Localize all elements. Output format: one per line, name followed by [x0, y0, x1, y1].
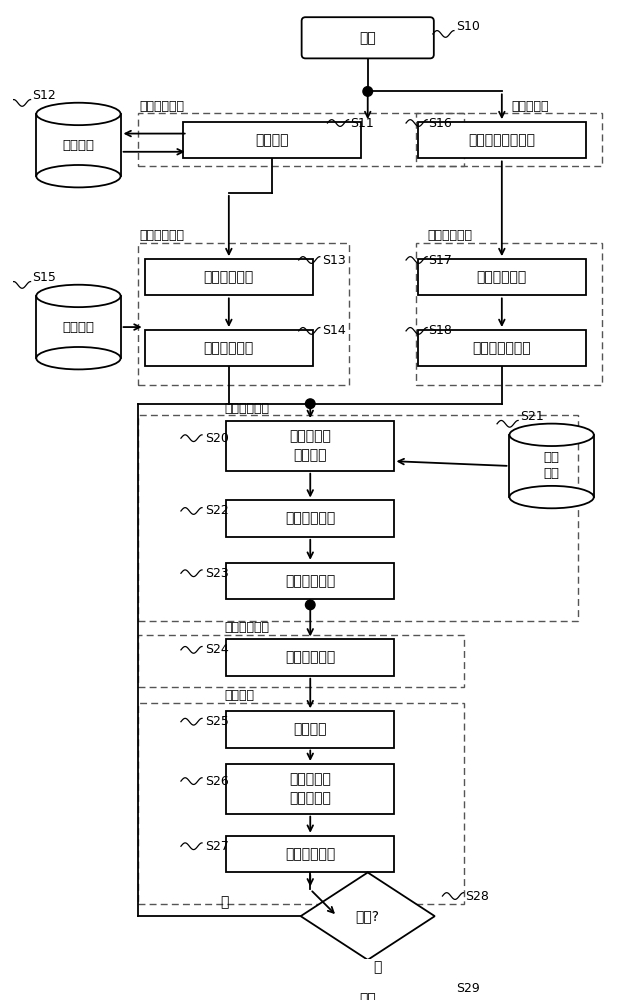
Ellipse shape [36, 165, 121, 187]
FancyBboxPatch shape [301, 979, 434, 1000]
Text: S23: S23 [205, 567, 229, 580]
Text: 生成虚拟对象: 生成虚拟对象 [285, 512, 336, 526]
Circle shape [305, 399, 315, 408]
Text: 虚拟对象处理: 虚拟对象处理 [224, 402, 269, 415]
Text: S20: S20 [205, 432, 229, 445]
FancyBboxPatch shape [226, 421, 394, 471]
Text: 摄像头拍摄、测距: 摄像头拍摄、测距 [468, 133, 535, 147]
Bar [138, 635, 463, 687]
FancyBboxPatch shape [226, 836, 394, 872]
Text: S10: S10 [456, 20, 480, 33]
FancyBboxPatch shape [301, 17, 434, 58]
Text: S25: S25 [205, 715, 229, 728]
FancyBboxPatch shape [226, 639, 394, 676]
Text: S11: S11 [351, 117, 374, 130]
Text: 检测位置: 检测位置 [255, 133, 289, 147]
FancyBboxPatch shape [418, 259, 586, 295]
FancyBboxPatch shape [145, 330, 313, 366]
Text: S26: S26 [205, 775, 229, 788]
Text: 提取现实对象: 提取现实对象 [477, 270, 527, 284]
Text: S29: S29 [456, 982, 480, 995]
Bar [138, 703, 463, 904]
Bar [138, 243, 349, 385]
Polygon shape [301, 872, 435, 960]
Text: 结束: 结束 [360, 993, 376, 1000]
Bar [138, 113, 463, 166]
Text: 生成路线对象: 生成路线对象 [285, 651, 336, 665]
Ellipse shape [36, 347, 121, 369]
Bar [416, 113, 602, 166]
Ellipse shape [509, 424, 594, 446]
Text: S18: S18 [428, 324, 452, 337]
Text: 结束?: 结束? [356, 909, 380, 923]
Text: 投影显示图像: 投影显示图像 [285, 847, 336, 861]
Text: 步伐
数据: 步伐 数据 [544, 451, 560, 480]
Text: S28: S28 [465, 890, 489, 903]
Text: 变更不可见
部分的颜色: 变更不可见 部分的颜色 [289, 773, 331, 805]
Text: 是: 是 [374, 960, 382, 974]
Text: 路线数据: 路线数据 [63, 321, 94, 334]
Text: S14: S14 [322, 324, 346, 337]
Circle shape [305, 600, 315, 610]
Text: 与距离数据关联: 与距离数据关联 [473, 341, 531, 355]
Text: S12: S12 [32, 89, 56, 102]
FancyBboxPatch shape [418, 122, 586, 158]
FancyBboxPatch shape [226, 563, 394, 599]
Text: 摄像头处理: 摄像头处理 [511, 100, 549, 113]
Text: S16: S16 [428, 117, 452, 130]
Text: S24: S24 [205, 643, 229, 656]
Text: S27: S27 [205, 840, 229, 853]
Text: S21: S21 [520, 410, 544, 423]
FancyBboxPatch shape [418, 330, 586, 366]
Text: 开始: 开始 [360, 31, 376, 45]
Text: S15: S15 [32, 271, 56, 284]
Circle shape [363, 87, 372, 96]
Ellipse shape [509, 486, 594, 508]
Text: 遮挡处理: 遮挡处理 [293, 722, 327, 736]
FancyBboxPatch shape [226, 764, 394, 814]
Text: 否: 否 [220, 895, 228, 909]
FancyBboxPatch shape [183, 122, 360, 158]
Text: 提取地图要素: 提取地图要素 [204, 341, 254, 355]
Text: 跑步记录: 跑步记录 [63, 139, 94, 152]
Text: 辅助信息处理: 辅助信息处理 [224, 621, 269, 634]
Text: 配置虚拟对象: 配置虚拟对象 [285, 574, 336, 588]
FancyBboxPatch shape [226, 500, 394, 537]
Text: 位置检测处理: 位置检测处理 [140, 100, 185, 113]
FancyBboxPatch shape [226, 711, 394, 748]
Text: S17: S17 [428, 254, 452, 267]
FancyBboxPatch shape [145, 259, 313, 295]
Text: S22: S22 [205, 504, 229, 517]
Text: S13: S13 [322, 254, 346, 267]
Text: 显示处理: 显示处理 [224, 689, 254, 702]
Ellipse shape [36, 103, 121, 125]
Text: 下载地图数据: 下载地图数据 [204, 270, 254, 284]
Bar [416, 243, 602, 385]
Text: 图像识别处理: 图像识别处理 [427, 229, 472, 242]
Bar [138, 415, 578, 621]
Text: 地图信息处理: 地图信息处理 [140, 229, 185, 242]
Text: 虚拟对象的
跑步距离: 虚拟对象的 跑步距离 [289, 430, 331, 462]
Ellipse shape [36, 285, 121, 307]
